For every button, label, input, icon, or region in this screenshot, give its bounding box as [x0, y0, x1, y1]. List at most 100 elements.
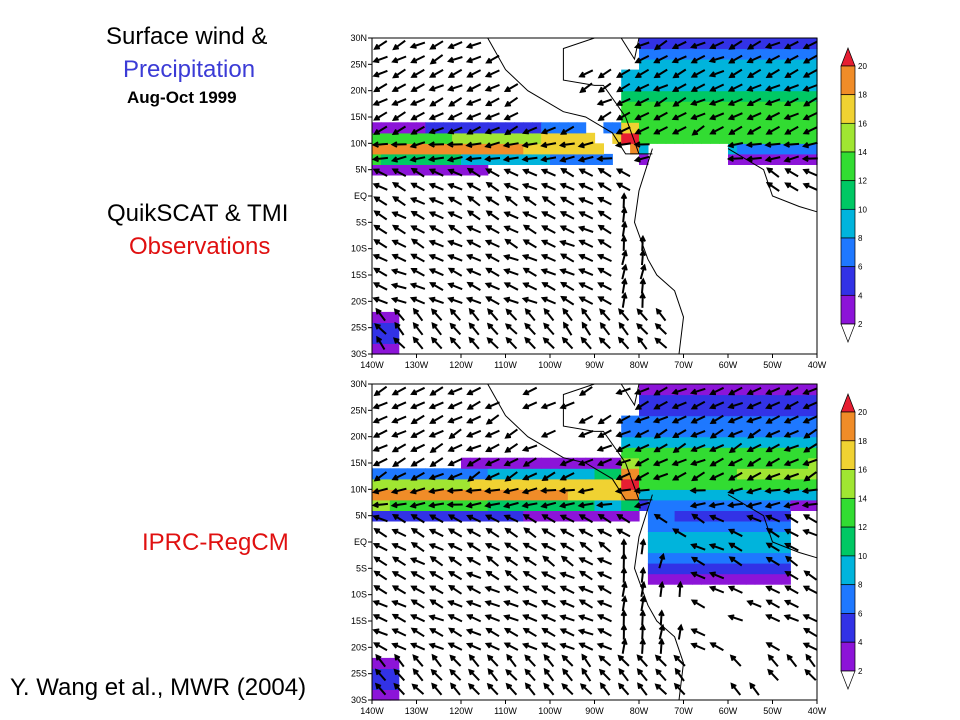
wind-arrow: [391, 253, 407, 263]
colorbar-tick-label: 12: [858, 177, 867, 186]
precip-cell: [754, 69, 765, 81]
wind-arrow: [484, 155, 501, 163]
precip-cell: [469, 478, 480, 490]
precip-cell: [772, 132, 782, 144]
wind-arrow: [597, 68, 612, 79]
precip-cell: [656, 101, 667, 113]
wind-arrow: [620, 538, 628, 555]
precip-cell: [754, 436, 765, 448]
precip-cell: [701, 542, 711, 554]
wind-arrow: [428, 487, 445, 495]
wind-arrow: [410, 268, 425, 277]
precip-cell: [772, 457, 782, 469]
wind-arrow: [655, 668, 667, 682]
wind-arrow: [465, 642, 482, 651]
wind-arrow: [621, 595, 628, 612]
wind-arrow: [597, 513, 612, 524]
precip-cell: [630, 111, 640, 123]
wind-arrow: [690, 628, 706, 637]
wind-arrow: [484, 429, 500, 438]
precip-cell: [763, 531, 774, 543]
precip-cell: [701, 510, 711, 522]
wind-arrow: [503, 457, 519, 467]
precip-cell: [630, 447, 640, 459]
wind-arrow: [521, 155, 538, 163]
wind-arrow: [581, 307, 592, 322]
precip-cell: [701, 573, 711, 585]
precip-cell: [674, 48, 685, 60]
wind-arrow: [505, 308, 518, 321]
wind-arrow: [391, 111, 406, 121]
colorbar-tick-label: 2: [858, 667, 863, 676]
colorbar-swatch: [840, 670, 856, 690]
precip-cell: [576, 143, 587, 155]
precip-cell: [532, 143, 542, 155]
wind-arrow: [428, 112, 444, 121]
wind-arrow: [427, 155, 445, 163]
wind-arrow: [618, 308, 630, 322]
precip-cell: [719, 38, 729, 50]
wind-arrow: [802, 458, 818, 467]
wind-arrow: [708, 401, 725, 410]
precip-cell: [754, 552, 765, 564]
wind-arrow: [542, 555, 556, 567]
wind-arrow: [562, 307, 573, 322]
colorbar-swatch: [840, 497, 856, 528]
precip-cell: [781, 531, 791, 543]
precip-cell: [790, 415, 800, 427]
wind-arrow: [410, 599, 425, 609]
y-tick-label: 5S: [356, 217, 367, 227]
wind-arrow: [522, 195, 537, 207]
precip-cell: [487, 510, 498, 522]
wind-arrow: [597, 528, 612, 538]
precip-cell: [514, 132, 524, 144]
wind-arrow: [578, 182, 594, 191]
precip-cell: [808, 122, 818, 134]
precip-cell: [665, 38, 676, 50]
precip-cell: [461, 122, 471, 134]
wind-arrow: [466, 83, 482, 92]
wind-arrow: [521, 487, 538, 495]
wind-arrow: [615, 168, 631, 178]
wind-arrow: [540, 401, 557, 410]
wind-arrow: [616, 513, 631, 524]
wind-arrow: [746, 514, 762, 523]
wind-arrow: [802, 40, 818, 50]
precip-cell: [763, 542, 774, 554]
wind-arrow: [372, 168, 388, 177]
precip-cell: [567, 499, 578, 511]
precip-cell: [523, 122, 533, 134]
precip-cell: [754, 143, 765, 155]
wind-arrow: [708, 56, 725, 64]
precip-cell: [558, 489, 569, 501]
wind-arrow: [521, 296, 538, 304]
wind-arrow: [652, 458, 669, 467]
wind-arrow: [597, 296, 612, 306]
wind-arrow: [465, 41, 482, 49]
wind-arrow: [429, 442, 444, 454]
precip-cell: [692, 468, 702, 480]
precip-cell: [683, 80, 693, 92]
wind-arrow: [504, 569, 518, 581]
precip-cell: [532, 457, 542, 469]
precip-cell: [790, 436, 800, 448]
precip-cell: [514, 499, 524, 511]
wind-arrow: [410, 125, 425, 135]
wind-arrow: [654, 683, 668, 695]
wind-arrow: [783, 84, 799, 92]
precip-cell: [719, 478, 729, 490]
precip-cell: [585, 468, 596, 480]
wind-arrow: [541, 211, 556, 220]
colorbar-swatch: [840, 641, 856, 672]
precip-cell: [728, 478, 738, 490]
wind-arrow: [447, 168, 463, 177]
precip-cell: [630, 80, 640, 92]
precip-cell: [674, 447, 685, 459]
wind-arrow: [559, 211, 575, 220]
wind-arrow: [558, 487, 575, 494]
wind-arrow: [784, 571, 799, 581]
wind-arrow: [504, 195, 518, 207]
wind-arrow: [690, 69, 706, 78]
colorbar-tick-label: 6: [858, 263, 863, 272]
wind-arrow: [447, 514, 463, 524]
